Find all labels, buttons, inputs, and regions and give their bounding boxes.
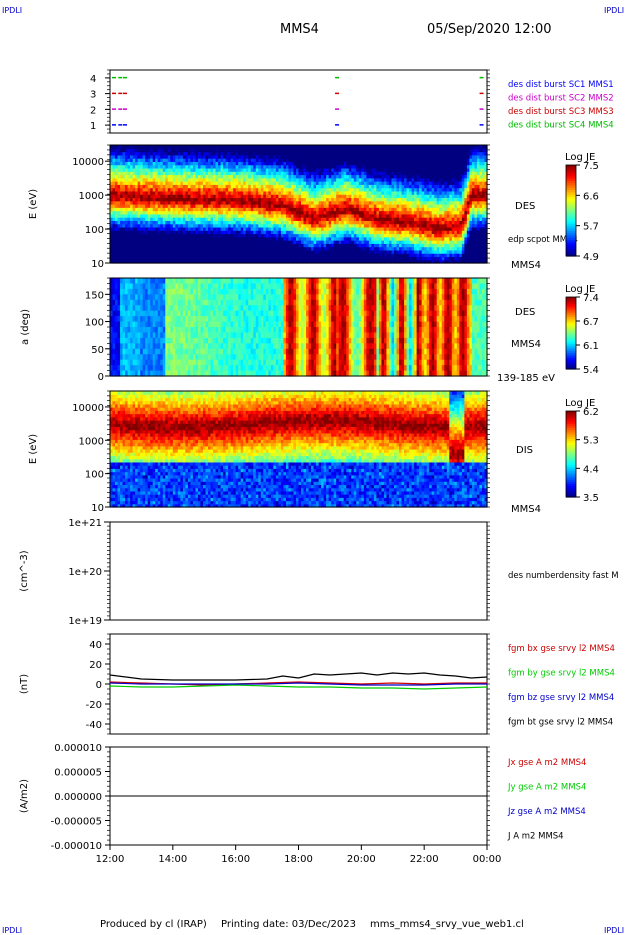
burst-ytick-label: 1	[90, 121, 96, 132]
burst-mark	[480, 124, 484, 126]
burst-legend-entry: des dist burst SC3 MMS3	[508, 107, 614, 117]
burst-mark	[480, 108, 484, 110]
burst-mark	[335, 77, 339, 79]
burst-panel-frame	[110, 70, 487, 133]
burst-mark	[335, 108, 339, 110]
burst-ytick-label: 3	[90, 90, 96, 101]
burst-mark	[480, 77, 484, 79]
burst-legend-entry: des dist burst SC1 MMS1	[508, 80, 614, 90]
burst-mark	[123, 124, 127, 126]
burst-mark	[112, 108, 116, 110]
burst-ytick-label: 2	[90, 105, 96, 116]
burst-legend-entry: des dist burst SC4 MMS4	[508, 121, 614, 131]
burst-mark	[335, 124, 339, 126]
burst-mark	[480, 93, 484, 95]
burst-mark	[123, 77, 127, 79]
burst-mark	[118, 93, 122, 95]
burst-mark	[118, 77, 122, 79]
burst-mark	[112, 93, 116, 95]
burst-mark	[118, 124, 122, 126]
burst-mark	[112, 124, 116, 126]
burst-mark	[123, 108, 127, 110]
burst-mark	[123, 93, 127, 95]
burst-mark	[112, 77, 116, 79]
burst-mark	[118, 108, 122, 110]
burst-mark	[335, 93, 339, 95]
burst-ytick-label: 4	[90, 74, 96, 85]
burst-legend-entry: des dist burst SC2 MMS2	[508, 94, 614, 104]
